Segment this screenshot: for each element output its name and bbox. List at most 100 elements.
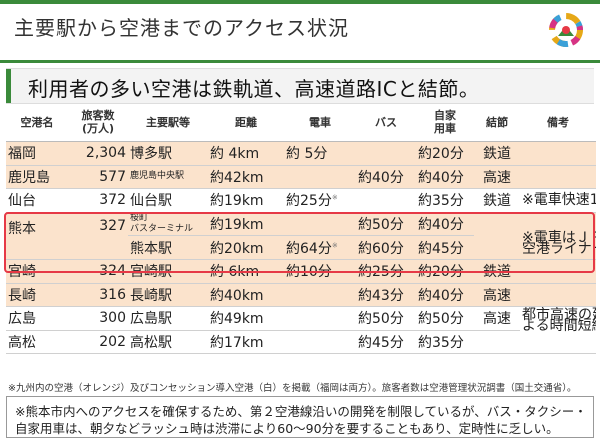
car-time: 約40分 — [416, 283, 474, 308]
distance: 約49km — [208, 306, 284, 331]
passenger-count: 324 — [68, 259, 128, 284]
train-time: 約 5分 — [284, 141, 356, 166]
station-name: 鹿児島中央駅 — [128, 165, 208, 190]
table-row: 高松 202 高松駅 約17km 約45分 約35分 — [6, 330, 596, 355]
note: 都市高速の延伸による時間短縮を予定 — [520, 306, 596, 355]
distance: 約19km — [208, 212, 284, 237]
note — [520, 259, 596, 284]
bus-time: 約60分 — [356, 235, 416, 260]
airport-name: 長崎 — [6, 283, 68, 308]
car-time: 約40分 — [416, 165, 474, 190]
station-name: 仙台駅 — [128, 188, 208, 213]
table-header-row: 空港名 旅客数 (万人) 主要駅等 距離 電車 バス 自家 用車 結節 備考 — [6, 103, 596, 142]
passenger-count: 372 — [68, 188, 128, 213]
connection: 鉄道 — [474, 188, 520, 213]
table-row: 長崎 316 長崎駅 約40km 約43分 約40分 高速 — [6, 283, 596, 308]
bus-time: 約25分 — [356, 259, 416, 284]
train-time: 約64分※ — [284, 235, 356, 260]
top-accent-bar — [0, 0, 600, 4]
passenger-count: 202 — [68, 330, 128, 355]
note: ※電車快速17分 — [520, 188, 596, 213]
distance: 約 4km — [208, 141, 284, 166]
car-time: 約20分 — [416, 259, 474, 284]
colorful-circular-logo-icon — [549, 13, 583, 47]
bus-time: 約50分 — [356, 212, 416, 237]
station-name: 博多駅 — [128, 141, 208, 166]
station-name: 桜町 バスターミナル — [128, 212, 208, 237]
distance: 約19km — [208, 188, 284, 213]
header-bus: バス — [356, 103, 416, 142]
passenger-count: 2,304 — [68, 141, 128, 166]
passenger-count: 300 — [68, 306, 128, 331]
subtitle-accent-bar — [6, 69, 11, 103]
car-time: 約35分 — [416, 188, 474, 213]
train-time: 約25分※ — [284, 188, 356, 213]
airport-name: 熊本 — [6, 212, 68, 260]
page-title: 主要駅から空港までのアクセス状況 — [14, 16, 349, 40]
subtitle: 利用者の多い空港は鉄軌道、高速道路ICと結節。 — [28, 77, 480, 101]
distance: 約20km — [208, 235, 284, 260]
header-station: 主要駅等 — [128, 103, 208, 142]
train-time — [284, 283, 356, 308]
distance: 約17km — [208, 330, 284, 355]
header-passengers: 旅客数 (万人) — [68, 103, 128, 142]
passenger-count: 316 — [68, 283, 128, 308]
train-time — [284, 330, 356, 355]
connection: 鉄道 — [474, 141, 520, 166]
header-divider — [0, 60, 600, 63]
station-name: 熊本駅 — [128, 235, 208, 260]
passenger-count: 577 — [68, 165, 128, 190]
passenger-count: 327 — [68, 212, 128, 260]
train-time — [284, 306, 356, 331]
table-row: 福岡 2,304 博多駅 約 4km 約 5分 約20分 鉄道 — [6, 141, 596, 166]
header-train: 電車 — [284, 103, 356, 142]
station-name: 広島駅 — [128, 306, 208, 331]
subtitle-box: 利用者の多い空港は鉄軌道、高速道路ICと結節。 — [6, 68, 594, 104]
bus-time: 約50分 — [356, 306, 416, 331]
airport-name: 広島 — [6, 306, 68, 331]
bus-time: 約43分 — [356, 283, 416, 308]
table-row: 宮崎 324 宮崎駅 約 6km 約10分 約25分 約20分 鉄道 — [6, 259, 596, 284]
car-time: 約45分 — [416, 235, 474, 260]
note — [520, 283, 596, 308]
car-time: 約50分 — [416, 306, 474, 331]
header-distance: 距離 — [208, 103, 284, 142]
airport-access-table: 空港名 旅客数 (万人) 主要駅等 距離 電車 バス 自家 用車 結節 備考 福岡 … — [6, 103, 596, 355]
airport-name: 宮崎 — [6, 259, 68, 284]
station-name: 宮崎駅 — [128, 259, 208, 284]
car-time: 約20分 — [416, 141, 474, 166]
connection: 高速 — [474, 306, 520, 331]
train-time — [284, 212, 356, 237]
airport-name: 鹿児島 — [6, 165, 68, 190]
distance: 約40km — [208, 283, 284, 308]
connection: 高速 — [474, 283, 520, 308]
connection — [474, 330, 520, 355]
bottom-note-box: ※熊本市内へのアクセスを確保するため、第２空港線沿いの開発を制限しているが、バス… — [6, 396, 594, 438]
table-row: 広島 300 広島駅 約49km 約50分 約50分 高速 都市高速の延伸による… — [6, 306, 596, 355]
airport-name: 福岡 — [6, 141, 68, 166]
header-connection: 結節 — [474, 103, 520, 142]
airport-name: 高松 — [6, 330, 68, 355]
car-time: 約40分 — [416, 212, 474, 237]
note: ※電車はＪＲ＋空港ライナー — [520, 212, 596, 260]
note — [520, 141, 596, 166]
bus-time: 約40分 — [356, 165, 416, 190]
distance: 約 6km — [208, 259, 284, 284]
station-name: 長崎駅 — [128, 283, 208, 308]
train-time: 約10分 — [284, 259, 356, 284]
table-row: 仙台 372 仙台駅 約19km 約25分※ 約35分 鉄道 ※電車快速17分 — [6, 188, 596, 213]
header-note: 備考 — [520, 103, 596, 142]
table-row: 鹿児島 577 鹿児島中央駅 約42km 約40分 約40分 高速 — [6, 165, 596, 190]
table-footnote: ※九州内の空港（オレンジ）及びコンセッション導入空港（白）を掲載（福岡は両方）。… — [8, 383, 577, 394]
connection — [474, 212, 520, 260]
connection: 高速 — [474, 165, 520, 190]
bottom-note-line-2: 自家用車は、朝夕などラッシュ時は渋滞により60～90分を要することもあり、定時性… — [15, 421, 559, 436]
header-airport: 空港名 — [6, 103, 68, 142]
station-name: 高松駅 — [128, 330, 208, 355]
car-time: 約35分 — [416, 330, 474, 355]
distance: 約42km — [208, 165, 284, 190]
connection: 鉄道 — [474, 259, 520, 284]
airport-name: 仙台 — [6, 188, 68, 213]
train-time — [284, 165, 356, 190]
